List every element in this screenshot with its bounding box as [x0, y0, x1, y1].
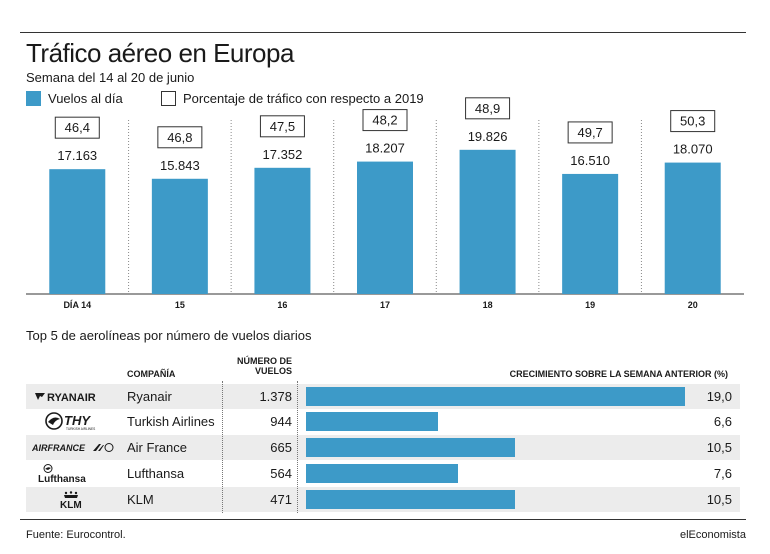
header-company: COMPAÑÍA	[127, 369, 176, 379]
airlines-section-title: Top 5 de aerolíneas por número de vuelos…	[26, 328, 312, 343]
flight-count: 564	[270, 466, 292, 481]
percentage-box	[670, 110, 716, 133]
ryanair-logo-text: RYANAIR	[47, 392, 96, 404]
thy-logo-text: THY	[64, 413, 91, 428]
x-tick-label: 18	[483, 300, 493, 310]
bar-day-6	[664, 162, 721, 294]
airline-name: KLM	[127, 492, 154, 507]
growth-bar	[306, 464, 458, 483]
x-tick-label: 19	[585, 300, 595, 310]
bar-value-label: 17.352	[263, 147, 303, 162]
bar-value-label: 16.510	[570, 153, 610, 168]
bar-value-label: 18.070	[673, 142, 713, 157]
percentage-box	[465, 97, 511, 120]
flight-count: 944	[270, 414, 292, 429]
daily-flights-bar-chart: 17.163 46,4 DÍA 14 15.843 46,8 15 17.352 47,5 16…	[26, 97, 744, 310]
growth-value: 19,0	[706, 389, 732, 404]
growth-value: 10,5	[706, 492, 732, 507]
bottom-rule	[20, 519, 746, 520]
klm-crown-icon	[64, 491, 78, 498]
percentage-box	[362, 109, 408, 132]
airline-name: Lufthansa	[127, 466, 185, 481]
turkish-airlines-logo: THY TURKISH AIRLINES	[45, 412, 95, 431]
growth-bar	[306, 490, 516, 509]
bar-day-4	[459, 149, 516, 294]
lufthansa-crane-icon	[43, 464, 53, 473]
source-note: Fuente: Eurocontrol.	[26, 529, 126, 541]
airline-name: Ryanair	[127, 389, 172, 404]
air-france-wing-icon	[93, 443, 114, 452]
growth-bar	[306, 387, 685, 406]
ryanair-logo: RYANAIR	[35, 392, 96, 404]
bar-value-label: 17.163	[57, 148, 97, 163]
bar-value-label: 15.843	[160, 158, 200, 173]
table-row: RYANAIR Ryanair 1.378 19,0	[26, 384, 740, 409]
air-france-logo: AIRFRANCE	[32, 443, 114, 453]
klm-logo: KLM	[60, 491, 82, 509]
percentage-label: 46,8	[167, 130, 192, 145]
x-tick-label: DÍA 14	[63, 300, 91, 310]
page-title: Tráfico aéreo en Europa	[26, 38, 294, 68]
table-row: Lufthansa Lufthansa 564 7,6	[26, 461, 740, 486]
thy-logo-subtext: TURKISH AIRLINES	[66, 427, 95, 431]
table-row: THY TURKISH AIRLINES Turkish Airlines 94…	[26, 409, 740, 434]
flight-count: 471	[270, 492, 292, 507]
growth-bar	[306, 438, 516, 457]
percentage-label: 46,4	[65, 120, 90, 135]
ryanair-harp-icon	[35, 393, 45, 400]
flight-count: 665	[270, 440, 292, 455]
bar-value-label: 18.207	[365, 141, 405, 156]
bar-day-3	[357, 161, 413, 294]
growth-value: 10,5	[706, 440, 732, 455]
thy-crane-icon	[45, 412, 63, 430]
percentage-label: 50,3	[680, 114, 705, 129]
page-subtitle: Semana del 14 al 20 de junio	[26, 70, 195, 85]
x-tick-label: 17	[380, 300, 390, 310]
bar-day-1	[151, 178, 208, 294]
x-tick-label: 16	[277, 300, 287, 310]
legend-swatch-flights	[26, 91, 41, 106]
lufthansa-logo-text: Lufthansa	[38, 474, 86, 483]
legend-swatch-percentage	[161, 91, 176, 106]
air-france-logo-text: AIRFRANCE	[32, 443, 86, 453]
legend-item-percentage: Porcentaje de tráfico con respecto a 201…	[161, 91, 424, 106]
airline-name: Air France	[127, 440, 187, 455]
legend-label-percentage: Porcentaje de tráfico con respecto a 201…	[183, 91, 424, 106]
header-flight-count: NÚMERO DE VUELOS	[236, 356, 292, 376]
legend-item-flights: Vuelos al día	[26, 91, 123, 106]
column-divider	[222, 381, 223, 513]
legend-label-flights: Vuelos al día	[48, 91, 123, 106]
percentage-box	[259, 115, 305, 138]
percentage-label: 49,7	[577, 125, 602, 140]
lufthansa-logo: Lufthansa	[38, 464, 86, 483]
percentage-box	[54, 116, 100, 139]
percentage-box	[567, 121, 613, 144]
bar-day-5	[562, 173, 619, 294]
growth-value: 6,6	[713, 414, 732, 429]
growth-value: 7,6	[713, 466, 732, 481]
bar-day-0	[49, 169, 106, 294]
bar-value-label: 19.826	[468, 129, 508, 144]
publisher-brand: elEconomista	[679, 529, 746, 541]
growth-bar	[306, 412, 438, 431]
top-rule	[20, 32, 746, 33]
x-tick-label: 15	[175, 300, 185, 310]
percentage-label: 47,5	[270, 119, 295, 134]
column-divider	[297, 381, 298, 513]
table-row: AIRFRANCE Air France 665 10,5	[26, 435, 740, 460]
percentage-label: 48,9	[475, 101, 500, 116]
klm-logo-text: KLM	[60, 500, 82, 509]
x-tick-label: 20	[688, 300, 698, 310]
percentage-box	[157, 126, 203, 149]
bar-day-2	[254, 167, 311, 294]
flight-count: 1.378	[259, 389, 292, 404]
table-row: KLM KLM 471 10,5	[26, 487, 740, 512]
percentage-label: 48,2	[372, 113, 397, 128]
header-growth: CRECIMIENTO SOBRE LA SEMANA ANTERIOR (%)	[509, 369, 728, 379]
airline-name: Turkish Airlines	[127, 414, 215, 429]
